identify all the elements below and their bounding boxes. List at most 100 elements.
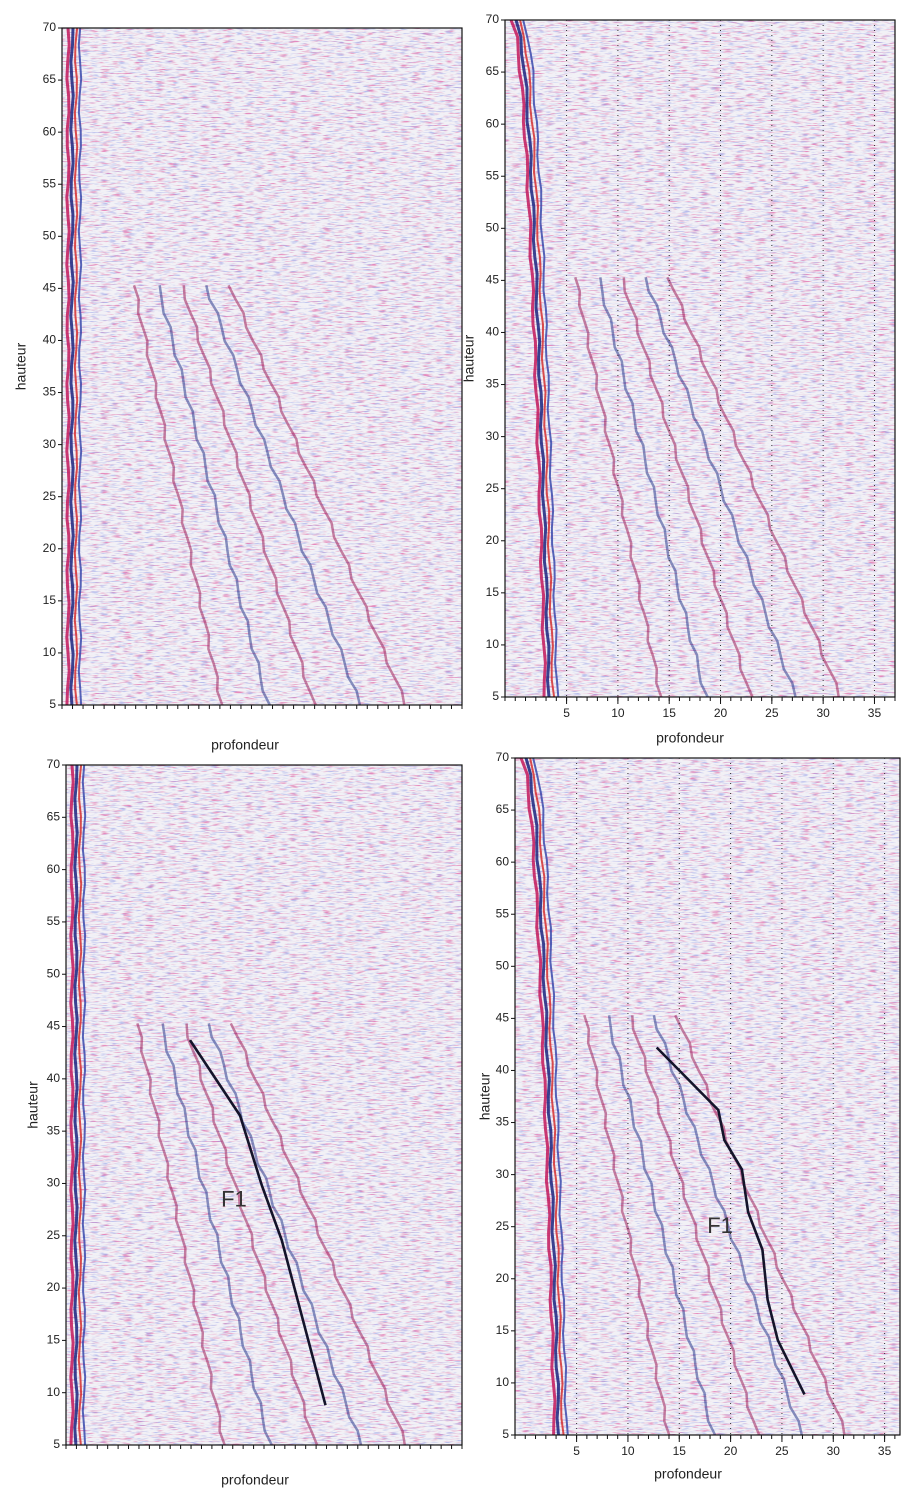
- direct-wave: [77, 764, 83, 1446]
- y-tick-label: 45: [43, 281, 57, 295]
- x-tick-label: 25: [765, 706, 779, 720]
- y-tick-label: 5: [53, 1437, 60, 1451]
- direct-wave: [73, 764, 79, 1446]
- direct-wave: [509, 19, 547, 698]
- y-tick-label: 70: [496, 750, 510, 764]
- y-tick-label: 50: [486, 220, 500, 234]
- y-tick-label: 40: [486, 325, 500, 339]
- x-tick-label: 10: [621, 1444, 635, 1458]
- direct-wave: [519, 757, 557, 1436]
- reflector: [205, 285, 362, 706]
- y-tick-label: 70: [47, 757, 61, 771]
- y-tick-label: 15: [47, 1333, 61, 1347]
- panel: 5 10 15 20 25 30 35 40 45 50 55 60 65 70 hauteur profon…: [25, 757, 463, 1488]
- fault-line: [188, 1039, 327, 1406]
- y-tick-label: 55: [496, 906, 510, 920]
- y-tick-label: 65: [486, 64, 500, 78]
- y-tick-label: 5: [492, 689, 499, 703]
- reflector: [229, 1022, 407, 1446]
- reflector: [132, 284, 224, 706]
- y-tick-label: 10: [43, 645, 57, 659]
- y-tick-label: 10: [47, 1385, 61, 1399]
- y-tick-label: 60: [486, 116, 500, 130]
- y-axis-title: hauteur: [477, 1072, 493, 1120]
- y-tick-label: 55: [43, 176, 57, 190]
- reflector: [607, 1015, 717, 1436]
- y-tick-label: 5: [49, 697, 56, 711]
- plot-frame: [514, 757, 901, 1436]
- x-axis-title: profondeur: [654, 1466, 722, 1482]
- direct-wave: [529, 757, 565, 1436]
- reflector: [182, 285, 317, 706]
- fault-line: [655, 1046, 806, 1395]
- y-tick-label: 35: [43, 385, 57, 399]
- direct-wave: [81, 764, 87, 1446]
- y-tick-label: 45: [486, 273, 500, 287]
- y-tick-label: 30: [47, 1176, 61, 1190]
- y-tick-label: 25: [486, 481, 500, 495]
- reflector: [644, 277, 797, 698]
- y-tick-label: 20: [47, 1280, 61, 1294]
- y-tick-label: 50: [43, 228, 57, 242]
- y-tick-label: 30: [496, 1167, 510, 1181]
- y-tick-label: 25: [43, 489, 57, 503]
- y-tick-label: 45: [496, 1011, 510, 1025]
- x-axis-title: profondeur: [221, 1472, 289, 1488]
- y-tick-label: 50: [47, 966, 61, 980]
- y-tick-label: 15: [496, 1323, 510, 1337]
- x-tick-label: 30: [827, 1444, 841, 1458]
- direct-wave: [65, 27, 71, 706]
- x-tick-label: 30: [816, 706, 830, 720]
- x-tick-label: 5: [573, 1444, 580, 1458]
- reflector: [574, 276, 663, 698]
- y-tick-label: 55: [47, 914, 61, 928]
- y-tick-label: 60: [47, 862, 61, 876]
- y-tick-label: 35: [47, 1123, 61, 1137]
- fault-label: F1: [707, 1213, 733, 1238]
- x-tick-label: 25: [775, 1444, 789, 1458]
- x-tick-label: 20: [724, 1444, 738, 1458]
- panel: 5 10 15 20 25 30 35 40 45 50 55 60 65 70 5 10 15 20 25 30 35…: [461, 12, 896, 746]
- direct-wave: [77, 27, 83, 706]
- direct-wave: [522, 19, 560, 698]
- y-tick-label: 45: [47, 1019, 61, 1033]
- x-tick-label: 35: [878, 1444, 892, 1458]
- direct-wave: [524, 757, 561, 1436]
- y-tick-label: 20: [496, 1271, 510, 1285]
- y-tick-label: 65: [47, 809, 61, 823]
- reflector: [622, 277, 754, 698]
- y-tick-label: 20: [43, 541, 57, 555]
- reflector: [136, 1023, 226, 1446]
- direct-wave: [73, 27, 79, 706]
- y-tick-label: 40: [496, 1063, 510, 1077]
- y-tick-label: 25: [496, 1219, 510, 1233]
- y-tick-label: 15: [486, 585, 500, 599]
- y-tick-label: 20: [486, 533, 500, 547]
- reflector: [583, 1014, 671, 1436]
- y-tick-label: 70: [486, 12, 500, 26]
- reflector: [631, 1015, 761, 1436]
- x-tick-label: 15: [673, 1444, 687, 1458]
- panel: 5 10 15 20 25 30 35 40 45 50 55 60 65 70 5 10 15 20 25 30 35…: [477, 750, 901, 1482]
- x-tick-label: 10: [611, 706, 625, 720]
- y-tick-label: 65: [43, 72, 57, 86]
- reflector: [599, 277, 709, 698]
- direct-wave: [69, 764, 75, 1446]
- reflector: [666, 276, 840, 698]
- x-tick-label: 15: [663, 706, 677, 720]
- reflector: [185, 1023, 319, 1446]
- y-tick-label: 5: [502, 1427, 509, 1441]
- y-tick-label: 60: [496, 854, 510, 868]
- y-tick-label: 35: [496, 1115, 510, 1129]
- x-tick-label: 5: [563, 706, 570, 720]
- y-tick-label: 15: [43, 593, 57, 607]
- y-tick-label: 60: [43, 124, 57, 138]
- reflector: [161, 1023, 273, 1446]
- y-tick-label: 25: [47, 1228, 61, 1242]
- x-axis-title: profondeur: [656, 730, 724, 746]
- direct-wave: [514, 19, 551, 698]
- y-tick-label: 40: [47, 1071, 61, 1085]
- panel: 5 10 15 20 25 30 35 40 45 50 55 60 65 70 hauteur profon…: [13, 20, 463, 753]
- y-tick-label: 35: [486, 377, 500, 391]
